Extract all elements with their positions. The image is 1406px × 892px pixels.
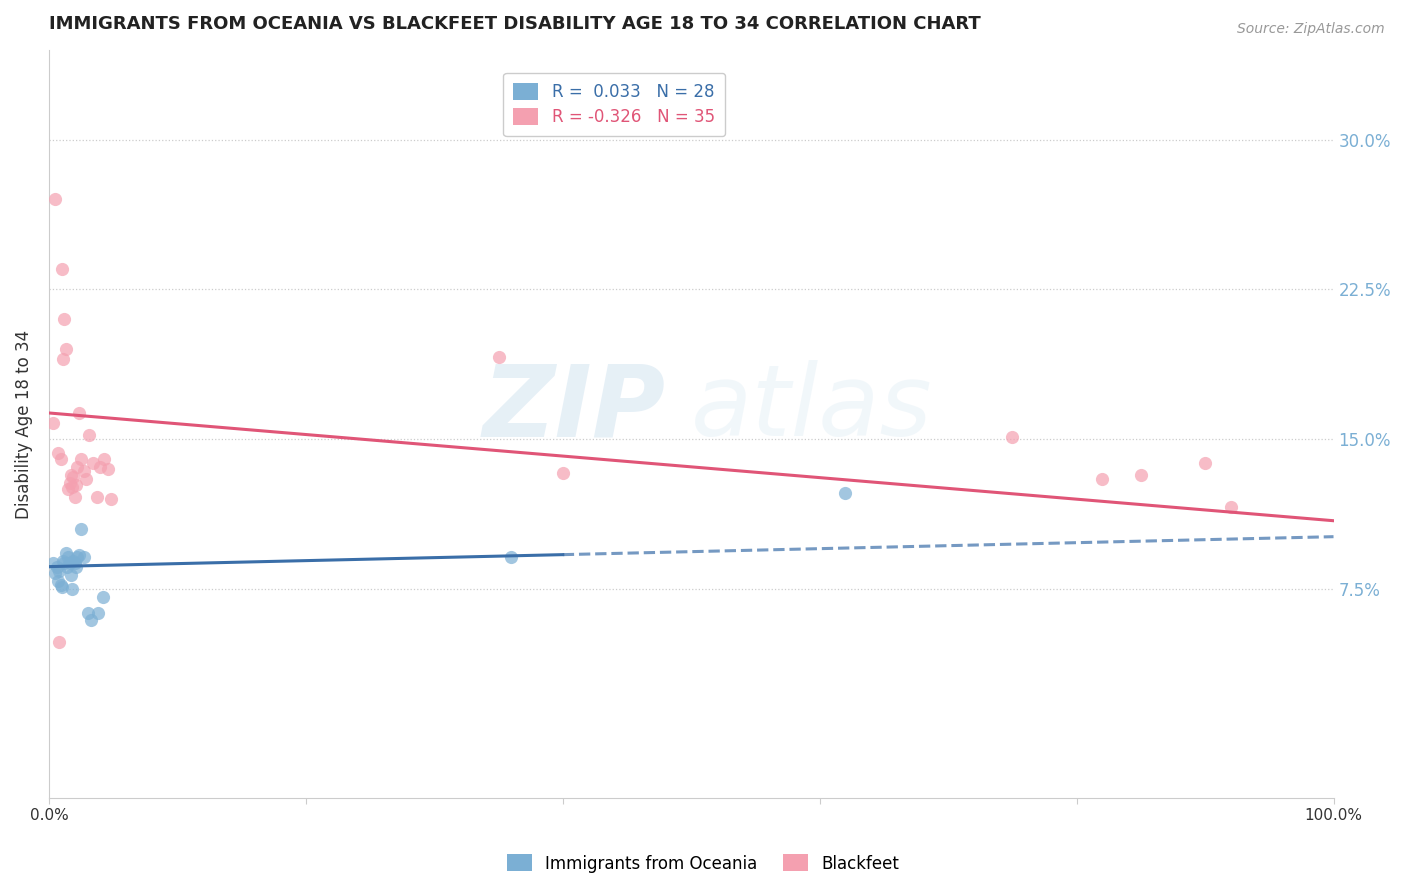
- Point: [488, 350, 510, 364]
- Point: [51, 262, 73, 277]
- Point: [55, 546, 77, 560]
- Point: [75, 472, 97, 486]
- Point: [1129, 467, 1152, 482]
- Point: [59, 467, 82, 482]
- Point: [49, 577, 72, 591]
- Point: [86, 490, 108, 504]
- Point: [100, 491, 122, 506]
- Point: [70, 522, 93, 536]
- Point: [97, 462, 120, 476]
- Point: [65, 478, 87, 492]
- Point: [44, 566, 66, 580]
- Point: [58, 482, 80, 496]
- Text: Source: ZipAtlas.com: Source: ZipAtlas.com: [1237, 22, 1385, 37]
- Point: [42, 416, 65, 430]
- Point: [82, 456, 104, 470]
- Point: [44, 193, 66, 207]
- Legend: R =  0.033   N = 28, R = -0.326   N = 35: R = 0.033 N = 28, R = -0.326 N = 35: [503, 73, 725, 136]
- Point: [72, 549, 94, 564]
- Point: [89, 459, 111, 474]
- Point: [52, 554, 75, 568]
- Point: [91, 590, 114, 604]
- Point: [1194, 456, 1216, 470]
- Point: [551, 466, 574, 480]
- Point: [72, 464, 94, 478]
- Point: [70, 451, 93, 466]
- Point: [56, 559, 79, 574]
- Point: [67, 406, 90, 420]
- Point: [834, 485, 856, 500]
- Point: [1219, 500, 1241, 514]
- Point: [63, 556, 86, 570]
- Point: [1001, 430, 1024, 444]
- Legend: Immigrants from Oceania, Blackfeet: Immigrants from Oceania, Blackfeet: [501, 847, 905, 880]
- Point: [501, 549, 523, 564]
- Point: [63, 490, 86, 504]
- Point: [51, 580, 73, 594]
- Point: [66, 459, 89, 474]
- Point: [46, 446, 69, 460]
- Text: IMMIGRANTS FROM OCEANIA VS BLACKFEET DISABILITY AGE 18 TO 34 CORRELATION CHART: IMMIGRANTS FROM OCEANIA VS BLACKFEET DIS…: [49, 15, 981, 33]
- Point: [49, 451, 72, 466]
- Point: [66, 549, 89, 564]
- Point: [48, 635, 70, 649]
- Point: [62, 470, 84, 484]
- Text: ZIP: ZIP: [482, 360, 665, 458]
- Point: [67, 548, 90, 562]
- Text: atlas: atlas: [692, 360, 932, 458]
- Point: [80, 614, 103, 628]
- Point: [62, 554, 84, 568]
- Point: [60, 582, 83, 596]
- Point: [65, 559, 87, 574]
- Point: [52, 352, 75, 367]
- Point: [53, 556, 76, 570]
- Point: [93, 451, 115, 466]
- Point: [58, 475, 80, 490]
- Point: [58, 549, 80, 564]
- Point: [87, 606, 110, 620]
- Point: [59, 567, 82, 582]
- Point: [76, 606, 98, 620]
- Point: [45, 559, 67, 574]
- Point: [60, 480, 83, 494]
- Point: [53, 312, 76, 326]
- Point: [77, 428, 100, 442]
- Point: [55, 342, 77, 356]
- Y-axis label: Disability Age 18 to 34: Disability Age 18 to 34: [15, 329, 32, 518]
- Point: [58, 556, 80, 570]
- Point: [42, 556, 65, 570]
- Point: [46, 574, 69, 588]
- Point: [1091, 472, 1114, 486]
- Point: [48, 564, 70, 578]
